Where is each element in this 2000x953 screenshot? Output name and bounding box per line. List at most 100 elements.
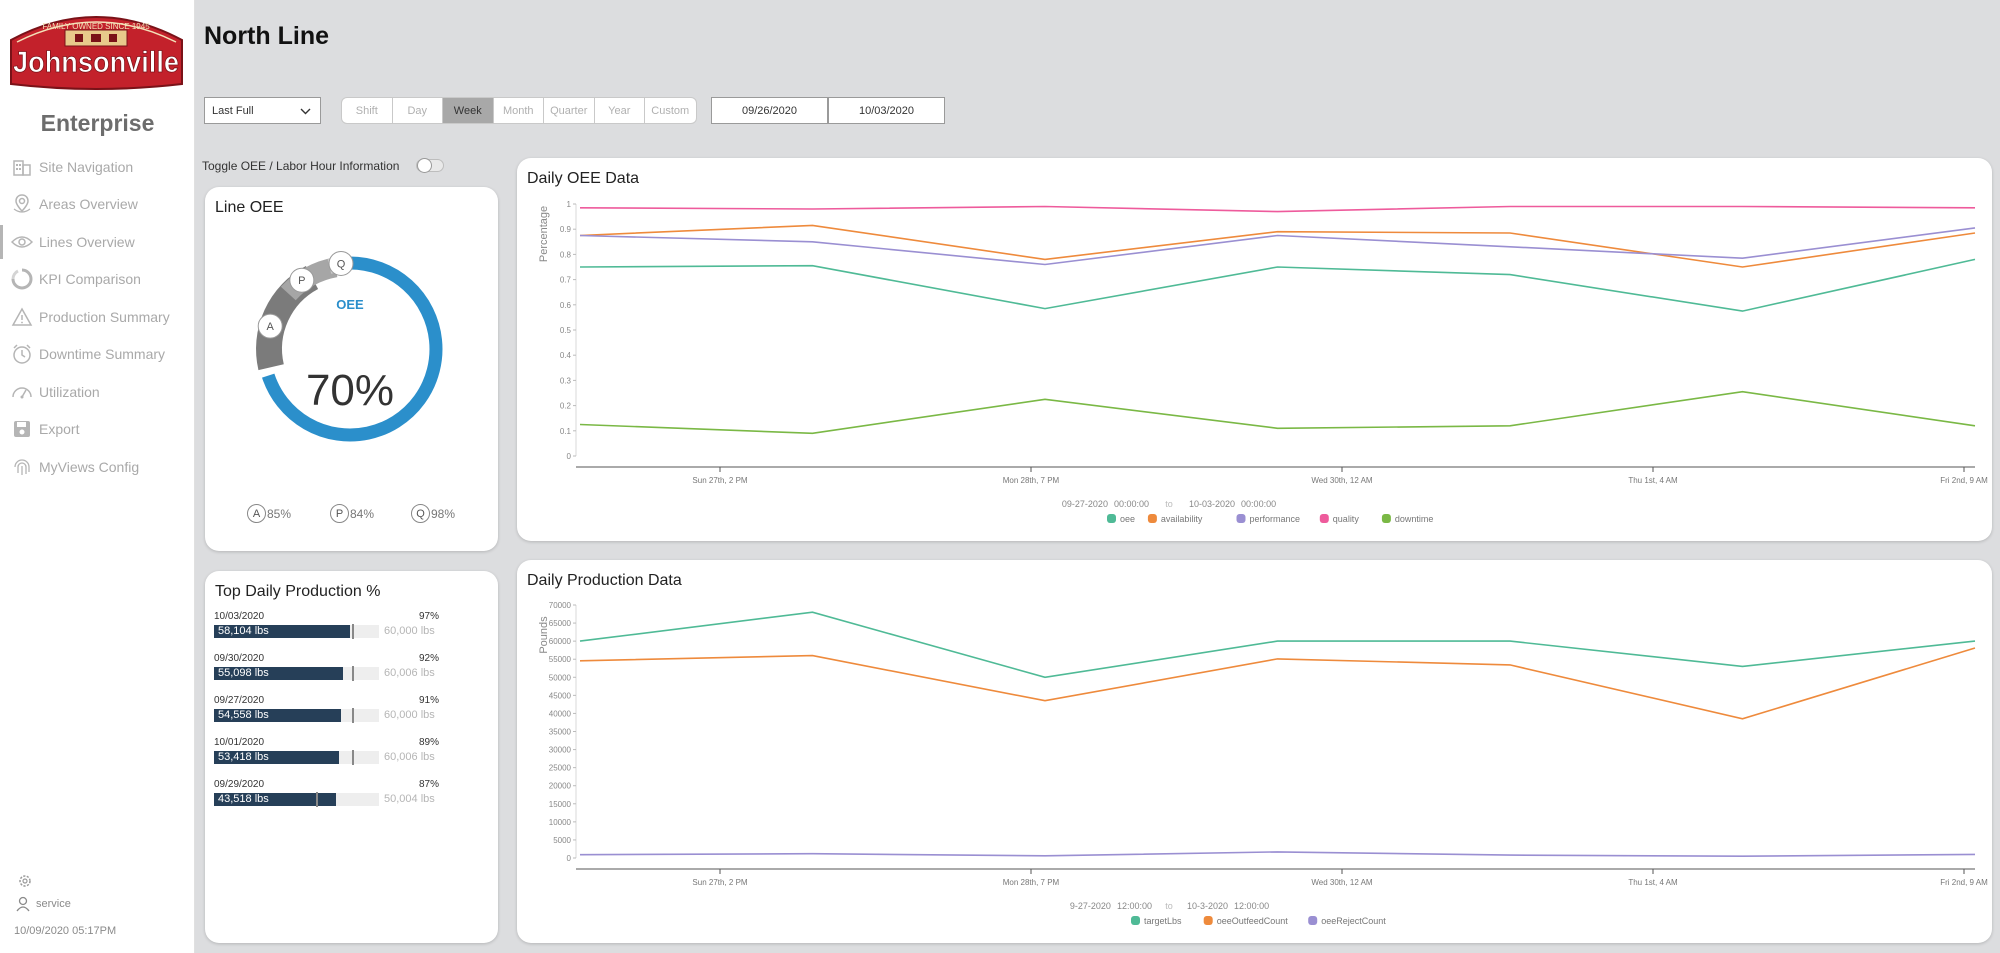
production-percent: 92% <box>418 653 439 664</box>
sidebar-item-downtime-summary[interactable]: Downtime Summary <box>0 337 195 371</box>
legend-swatch <box>1203 916 1213 925</box>
legend-swatch <box>1131 916 1140 925</box>
sidebar-item-label: Utilization <box>39 384 100 400</box>
production-bar-fill <box>214 709 341 722</box>
performance-icon: P <box>330 504 349 523</box>
period-selector: Shift Day Week Month Quarter Year Custom <box>341 97 697 124</box>
svg-text:P: P <box>298 275 305 287</box>
sidebar-item-kpi-comparison[interactable]: KPI Comparison <box>0 262 195 296</box>
chevron-down-icon <box>300 108 311 115</box>
legend-label[interactable]: downtime <box>1395 514 1434 524</box>
range-select[interactable]: Last Full <box>204 97 321 124</box>
oee-labor-toggle[interactable] <box>416 158 444 173</box>
legend-label[interactable]: performance <box>1250 514 1301 524</box>
period-custom-button[interactable]: Custom <box>651 104 690 117</box>
gear-icon[interactable] <box>16 872 34 890</box>
production-bar: 54,558 lbs <box>214 708 379 723</box>
x-tick-label: Thu 1st, 4 AM <box>1628 878 1678 887</box>
production-lbs: 58,104 lbs <box>218 625 269 637</box>
series-line-oeeOutfeedCount <box>579 647 1976 720</box>
production-bar-fill <box>214 667 343 680</box>
production-lbs: 43,518 lbs <box>218 793 269 805</box>
series-line-quality <box>579 205 1976 213</box>
legend-swatch <box>1381 514 1391 523</box>
sidebar-item-export[interactable]: Export <box>0 412 195 446</box>
sidebar-item-label: KPI Comparison <box>39 271 141 287</box>
series-line-downtime <box>579 390 1976 435</box>
y-tick-label: 0.5 <box>560 326 572 335</box>
y-tick-label: 25000 <box>549 764 572 773</box>
logo-tagline: FAMILY OWNED SINCE 1945 <box>42 22 150 31</box>
production-target: 60,000 lbs <box>384 709 435 721</box>
sidebar-item-production-summary[interactable]: Production Summary <box>0 300 195 334</box>
production-lbs: 53,418 lbs <box>218 751 269 763</box>
y-tick-label: 15000 <box>549 800 572 809</box>
sidebar-item-lines-overview[interactable]: Lines Overview <box>0 225 195 259</box>
sidebar-item-myviews-config[interactable]: MyViews Config <box>0 450 195 484</box>
range-to-label: to <box>1165 901 1173 911</box>
range-to: 10-3-2020 12:00:00 <box>1187 901 1269 911</box>
gauge-icon <box>10 380 34 404</box>
x-tick-label: Sun 27th, 2 PM <box>692 476 747 485</box>
end-date-field[interactable]: 10/03/2020 <box>828 97 945 124</box>
sidebar-item-site-navigation[interactable]: Site Navigation <box>0 150 195 184</box>
user-icon <box>16 896 30 912</box>
start-date-field[interactable]: 09/26/2020 <box>711 97 828 124</box>
availability-value: 85% <box>267 506 292 521</box>
production-lbs: 55,098 lbs <box>218 667 269 679</box>
period-shift-button[interactable]: Shift <box>342 98 393 123</box>
eye-icon <box>10 230 34 254</box>
availability-icon: A <box>247 504 266 523</box>
period-year-button[interactable]: Year <box>595 98 645 123</box>
legend-label[interactable]: quality <box>1333 514 1360 524</box>
legend-label[interactable]: oeeOutfeedCount <box>1217 916 1289 926</box>
period-day-button[interactable]: Day <box>393 98 443 123</box>
y-tick-label: 1 <box>567 200 572 209</box>
sidebar: FAMILY OWNED SINCE 1945 Johnsonville Ent… <box>0 0 195 953</box>
target-marker <box>352 624 354 639</box>
chart-legend: targetLbs oeeOutfeedCount oeeRejectCount <box>1131 916 1386 926</box>
range-from: 9-27-2020 12:00:00 <box>1070 901 1152 911</box>
y-tick-label: 5000 <box>553 836 571 845</box>
toggle-label: Toggle OEE / Labor Hour Information <box>202 159 400 173</box>
card-title: Daily OEE Data <box>527 170 640 187</box>
johnsonville-logo[interactable]: FAMILY OWNED SINCE 1945 Johnsonville <box>5 6 188 92</box>
series-line-oeeRejectCount <box>579 851 1976 858</box>
legend-label[interactable]: oeeRejectCount <box>1321 916 1386 926</box>
fingerprint-icon <box>10 455 34 479</box>
period-week-button[interactable]: Week <box>443 98 494 123</box>
enterprise-label: Enterprise <box>40 110 155 136</box>
y-axis-label: Pounds <box>538 616 550 654</box>
quality-stat: Q 98% <box>411 504 455 523</box>
daily-production-chart: 9-27-2020 12:00:00 to 10-3-2020 12:00:00 0… <box>538 601 1988 926</box>
legend-label[interactable]: targetLbs <box>1144 916 1182 926</box>
oee-donut-chart: A P Q OEE 70% <box>256 250 443 442</box>
refresh-circle-icon <box>10 267 34 291</box>
production-bar: 53,418 lbs <box>214 750 379 765</box>
sidebar-item-areas-overview[interactable]: Areas Overview <box>0 187 195 221</box>
target-marker <box>352 708 354 723</box>
series-line-availability <box>579 224 1976 268</box>
user-menu[interactable]: service <box>16 896 71 912</box>
series-line-oee <box>579 258 1976 312</box>
daily-oee-chart-card: Daily OEE Data 09-27-2020 00:00:00 to 10-… <box>517 158 1992 541</box>
y-tick-label: 0.9 <box>560 225 572 234</box>
production-date: 09/29/2020 <box>214 779 265 790</box>
range-select-value: Last Full <box>212 104 254 117</box>
quality-value: 98% <box>431 506 456 521</box>
y-tick-label: 0.3 <box>560 376 572 385</box>
oee-value: 70% <box>306 366 394 415</box>
period-month-button[interactable]: Month <box>494 98 544 123</box>
card-title: Top Daily Production % <box>215 583 381 600</box>
y-tick-label: 40000 <box>549 709 572 718</box>
range-to-label: to <box>1165 499 1173 509</box>
legend-label[interactable]: oee <box>1120 514 1135 524</box>
sidebar-item-utilization[interactable]: Utilization <box>0 375 195 409</box>
period-quarter-button[interactable]: Quarter <box>544 98 595 123</box>
line-oee-card: Line OEE A P Q OEE 70% A 85% P 84% Q 98% <box>205 187 498 551</box>
top-production-card: Top Daily Production % 10/03/2020 97% 58,1… <box>205 571 498 943</box>
legend-label[interactable]: availability <box>1161 514 1203 524</box>
legend-swatch <box>1308 916 1318 925</box>
y-tick-label: 30000 <box>549 746 572 755</box>
x-tick-label: Wed 30th, 12 AM <box>1311 476 1373 485</box>
